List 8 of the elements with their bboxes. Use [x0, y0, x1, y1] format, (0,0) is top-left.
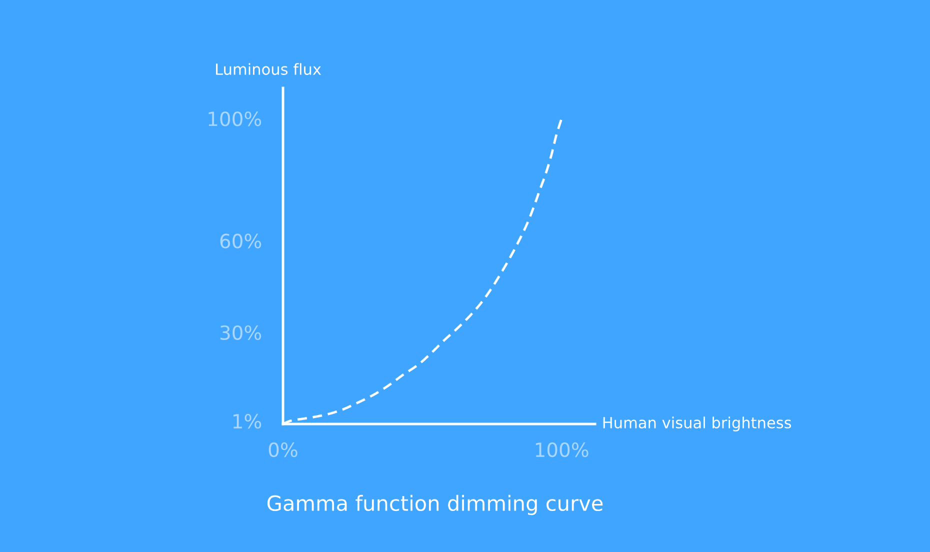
- y-tick-label: 100%: [208, 112, 262, 126]
- y-tick-label: 1%: [233, 414, 262, 429]
- y-tick-label: 60%: [220, 234, 262, 248]
- x-tick-label: 0%: [268, 442, 298, 458]
- y-tick-label: 30%: [220, 325, 262, 340]
- text: Gamma function dimming curve: [267, 494, 603, 516]
- y-axis-title: Luminous flux: [216, 63, 321, 75]
- x-axis-title: Human visual brightness: [603, 416, 792, 432]
